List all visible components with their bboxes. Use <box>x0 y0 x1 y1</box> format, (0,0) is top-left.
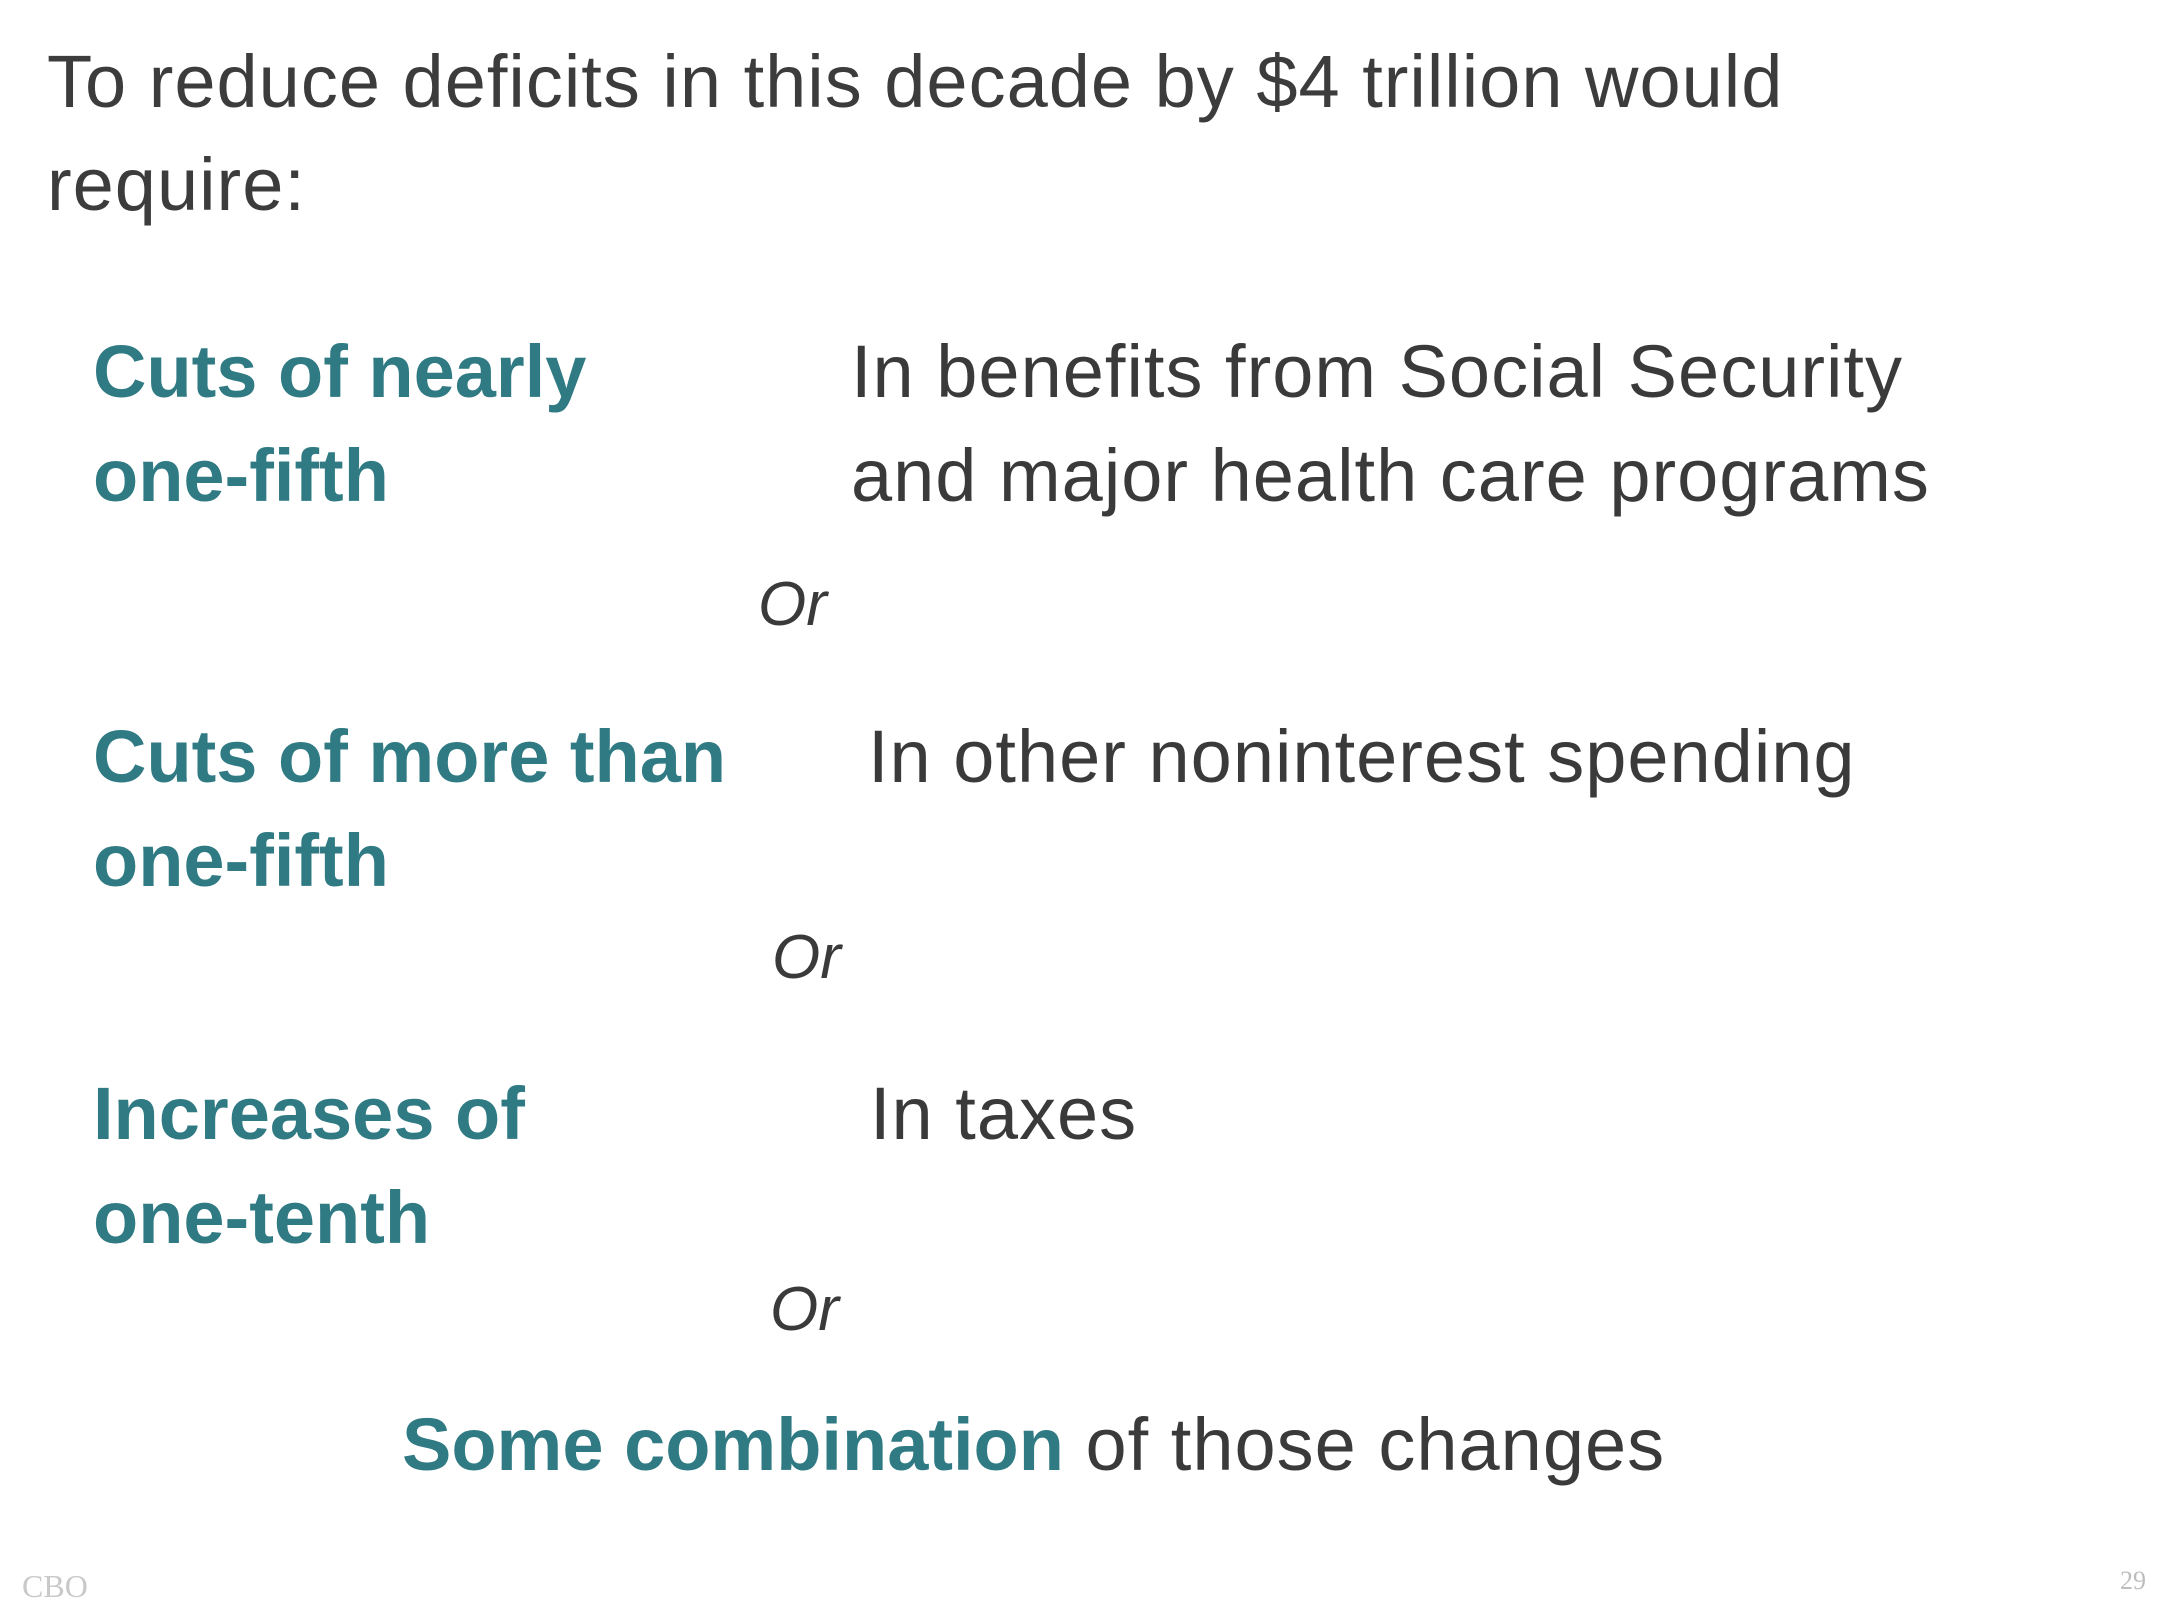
source-label: CBO <box>22 1568 88 1604</box>
option-label-taxes: Increases of one-tenth <box>93 1062 793 1270</box>
option-label-line: Increases of <box>93 1072 525 1155</box>
option-label-line: Cuts of more than <box>93 715 727 798</box>
or-separator: Or <box>772 923 841 992</box>
combination-emphasis: Some combination <box>402 1403 1064 1486</box>
option-label-social-security: Cuts of nearly one-fifth <box>93 320 793 528</box>
option-description-social-security: In benefits from Social Security and maj… <box>851 320 1930 528</box>
option-description-line: In other noninterest spending <box>868 715 1856 798</box>
option-label-line: one-fifth <box>93 819 389 902</box>
option-description-line: and major health care programs <box>851 434 1930 517</box>
combination-statement: Some combination of those changes <box>402 1400 1665 1490</box>
or-separator: Or <box>770 1275 839 1344</box>
or-separator: Or <box>758 570 827 639</box>
option-label-line: one-tenth <box>93 1176 431 1259</box>
option-label-other-spending: Cuts of more than one-fifth <box>93 705 853 913</box>
page-number: 29 <box>2120 1566 2146 1595</box>
option-description-taxes: In taxes <box>870 1062 1137 1166</box>
slide-title: To reduce deficits in this decade by $4 … <box>47 40 1784 226</box>
combination-rest: of those changes <box>1063 1403 1666 1486</box>
option-label-line: one-fifth <box>93 434 389 517</box>
option-description-other-spending: In other noninterest spending <box>868 705 1856 809</box>
option-description-line: In taxes <box>870 1072 1138 1155</box>
option-description-line: In benefits from Social Security <box>851 330 1903 413</box>
option-label-line: Cuts of nearly <box>93 330 587 413</box>
